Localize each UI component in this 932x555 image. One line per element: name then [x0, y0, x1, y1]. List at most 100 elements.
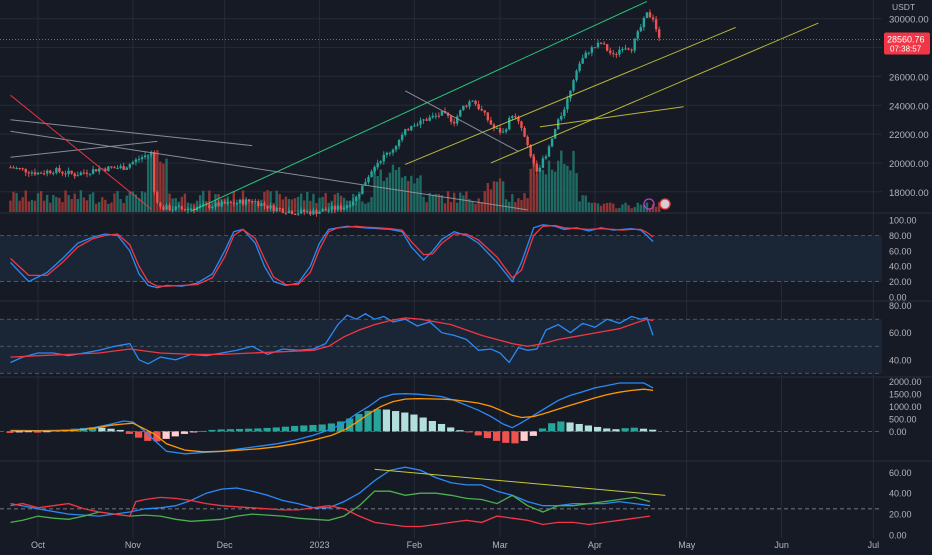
candle-body[interactable]	[511, 116, 514, 118]
candle-body[interactable]	[223, 201, 226, 204]
candle-body[interactable]	[416, 124, 419, 126]
candle-body[interactable]	[263, 203, 266, 206]
candle-body[interactable]	[651, 17, 655, 20]
candle-body[interactable]	[471, 100, 474, 102]
candle-body[interactable]	[140, 157, 144, 160]
candle-body[interactable]	[587, 52, 590, 54]
candle-body[interactable]	[180, 206, 184, 210]
price-pane[interactable]	[0, 0, 882, 217]
candle-body[interactable]	[165, 205, 168, 210]
indicator-line[interactable]	[10, 317, 654, 358]
candle-body[interactable]	[247, 199, 251, 202]
candle-body[interactable]	[639, 27, 643, 32]
candle-body[interactable]	[413, 125, 416, 127]
indicator-line[interactable]	[10, 224, 654, 289]
candle-body[interactable]	[578, 63, 581, 71]
candle-body[interactable]	[202, 204, 205, 206]
candle-body[interactable]	[495, 128, 499, 130]
candle-body[interactable]	[278, 207, 281, 209]
dmi-trendline[interactable]	[374, 468, 666, 496]
candle-body[interactable]	[394, 146, 398, 150]
candle-body[interactable]	[284, 212, 288, 214]
candle-body[interactable]	[137, 159, 141, 161]
candle-body[interactable]	[281, 208, 284, 213]
candle-body[interactable]	[251, 201, 254, 203]
lightning-event-icon[interactable]	[643, 198, 655, 210]
candle-body[interactable]	[596, 42, 600, 48]
candle-body[interactable]	[529, 145, 532, 157]
candle-body[interactable]	[657, 29, 661, 38]
trendline[interactable]	[10, 140, 158, 158]
trendline[interactable]	[404, 90, 519, 152]
candle-body[interactable]	[590, 47, 594, 53]
candle-body[interactable]	[15, 168, 18, 170]
candle-body[interactable]	[437, 115, 441, 117]
candle-body[interactable]	[645, 12, 649, 18]
candle-body[interactable]	[434, 115, 437, 117]
trendline[interactable]	[10, 119, 253, 147]
candle-body[interactable]	[49, 170, 52, 173]
trendline[interactable]	[10, 94, 152, 210]
candle-body[interactable]	[581, 58, 584, 64]
candle-body[interactable]	[98, 168, 101, 172]
candle-body[interactable]	[373, 167, 376, 172]
candle-body[interactable]	[198, 205, 202, 208]
candle-body[interactable]	[174, 206, 177, 210]
candle-body[interactable]	[428, 117, 431, 121]
candle-body[interactable]	[563, 109, 566, 117]
candle-body[interactable]	[605, 44, 609, 51]
candle-body[interactable]	[306, 211, 309, 213]
candle-body[interactable]	[260, 203, 263, 206]
candle-body[interactable]	[27, 172, 31, 174]
candle-body[interactable]	[52, 172, 55, 174]
candle-body[interactable]	[244, 199, 248, 205]
candle-body[interactable]	[290, 210, 294, 214]
candle-body[interactable]	[452, 121, 456, 124]
candle-body[interactable]	[30, 172, 34, 174]
candle-body[interactable]	[504, 129, 508, 132]
candle-body[interactable]	[333, 206, 337, 210]
candle-body[interactable]	[312, 210, 315, 215]
candle-body[interactable]	[318, 211, 321, 214]
candle-body[interactable]	[382, 154, 385, 162]
candle-body[interactable]	[217, 202, 220, 207]
candle-body[interactable]	[624, 48, 627, 50]
candle-body[interactable]	[131, 162, 135, 165]
candle-body[interactable]	[42, 173, 46, 175]
candle-body[interactable]	[235, 202, 239, 204]
candle-body[interactable]	[602, 43, 606, 45]
candle-body[interactable]	[82, 172, 86, 174]
candle-body[interactable]	[376, 162, 379, 168]
candle-body[interactable]	[205, 204, 208, 206]
candle-body[interactable]	[517, 117, 520, 122]
candle-body[interactable]	[342, 207, 346, 210]
candle-body[interactable]	[107, 166, 110, 172]
indicator-line[interactable]	[10, 224, 654, 287]
trendline[interactable]	[490, 22, 819, 164]
trendline[interactable]	[405, 26, 736, 165]
candle-body[interactable]	[269, 205, 272, 209]
candle-body[interactable]	[523, 127, 526, 137]
candle-body[interactable]	[584, 52, 587, 59]
candle-body[interactable]	[104, 168, 107, 172]
candle-body[interactable]	[391, 149, 395, 153]
candle-body[interactable]	[303, 209, 306, 213]
candle-body[interactable]	[64, 173, 67, 175]
candle-body[interactable]	[238, 199, 242, 203]
candle-body[interactable]	[324, 209, 327, 211]
candle-body[interactable]	[321, 209, 324, 212]
candle-body[interactable]	[351, 201, 355, 206]
candle-body[interactable]	[526, 136, 529, 146]
candle-body[interactable]	[134, 159, 138, 163]
candle-body[interactable]	[113, 167, 116, 169]
candle-body[interactable]	[143, 155, 147, 158]
candle-body[interactable]	[501, 131, 505, 133]
candle-body[interactable]	[575, 70, 578, 81]
candle-body[interactable]	[514, 116, 517, 118]
candle-body[interactable]	[544, 156, 548, 159]
candle-body[interactable]	[309, 211, 312, 215]
candle-body[interactable]	[480, 109, 483, 111]
candle-body[interactable]	[122, 166, 125, 170]
candle-body[interactable]	[61, 171, 64, 174]
candle-body[interactable]	[425, 119, 428, 121]
